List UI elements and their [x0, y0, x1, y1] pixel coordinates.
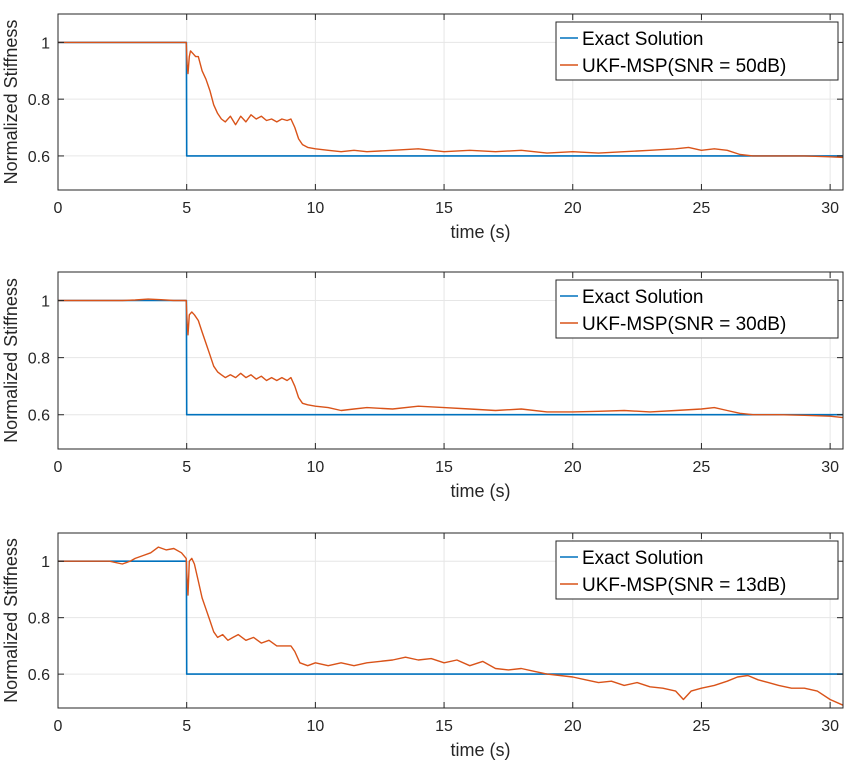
legend-label: Exact Solution	[582, 29, 703, 50]
y-tick-label: 0.8	[28, 611, 50, 628]
legend-box	[555, 540, 839, 600]
x-tick-label: 5	[182, 718, 191, 735]
legend-label: UKF-MSP(SNR = 50dB)	[582, 56, 786, 77]
x-tick-label: 5	[182, 200, 191, 217]
x-tick-label: 15	[435, 200, 453, 217]
x-tick-label: 0	[54, 200, 63, 217]
x-tick-label: 25	[693, 718, 711, 735]
y-tick-label: 1	[41, 35, 50, 52]
legend: Exact Solution UKF-MSP(SNR = 50dB)	[555, 21, 839, 81]
x-tick-label: 20	[564, 200, 582, 217]
y-tick-label: 0.8	[28, 351, 50, 368]
x-tick-label: 0	[54, 459, 63, 476]
y-axis-label: Normalized Stiffness	[1, 538, 21, 703]
legend-label: Exact Solution	[582, 548, 703, 569]
series-line-ukf-msp	[58, 41, 843, 159]
series-line-exact-solution	[58, 560, 843, 675]
legend-label: UKF-MSP(SNR = 13dB)	[582, 575, 786, 596]
axes-box	[57, 532, 844, 709]
x-tick-label: 30	[821, 459, 839, 476]
x-tick-label: 25	[693, 200, 711, 217]
legend: Exact Solution UKF-MSP(SNR = 13dB)	[555, 540, 839, 600]
x-tick-label: 25	[693, 459, 711, 476]
legend-label: UKF-MSP(SNR = 30dB)	[582, 314, 786, 335]
y-tick-label: 0.6	[28, 149, 50, 166]
y-tick-label: 0.6	[28, 667, 50, 684]
x-axis-label: time (s)	[451, 481, 511, 501]
legend-box	[555, 21, 839, 81]
y-tick-label: 0.8	[28, 92, 50, 109]
chart-panel-1: 0 5 10 15 20 25 30 0.6 0.8 1 time (s) Normalized St…	[1, 13, 844, 242]
chart-panel-3: 0 5 10 15 20 25 30 0.6 0.8 1 time (s) Normalized St…	[1, 532, 844, 760]
x-tick-label: 10	[306, 718, 324, 735]
legend: Exact Solution UKF-MSP(SNR = 30dB)	[555, 279, 839, 339]
x-tick-label: 30	[821, 718, 839, 735]
x-tick-label: 0	[54, 718, 63, 735]
series-line-ukf-msp	[58, 546, 843, 706]
legend-box	[555, 279, 839, 339]
x-tick-label: 5	[182, 459, 191, 476]
x-tick-label: 10	[306, 200, 324, 217]
y-tick-label: 1	[41, 554, 50, 571]
y-axis-label: Normalized Stiffness	[1, 20, 21, 185]
x-axis-label: time (s)	[451, 222, 511, 242]
chart-panel-2: 0 5 10 15 20 25 30 0.6 0.8 1 time (s) Normalized St…	[1, 271, 844, 501]
y-tick-label: 1	[41, 294, 50, 311]
x-tick-label: 15	[435, 459, 453, 476]
legend-label: Exact Solution	[582, 287, 703, 308]
axes-box	[57, 271, 844, 450]
x-tick-label: 20	[564, 718, 582, 735]
x-axis-label: time (s)	[451, 740, 511, 760]
x-tick-label: 15	[435, 718, 453, 735]
series-line-ukf-msp	[58, 298, 843, 419]
x-tick-label: 30	[821, 200, 839, 217]
axes-box	[57, 13, 844, 191]
y-tick-label: 0.6	[28, 408, 50, 425]
y-axis-label: Normalized Stiffness	[1, 278, 21, 443]
x-tick-label: 10	[306, 459, 324, 476]
x-tick-label: 20	[564, 459, 582, 476]
